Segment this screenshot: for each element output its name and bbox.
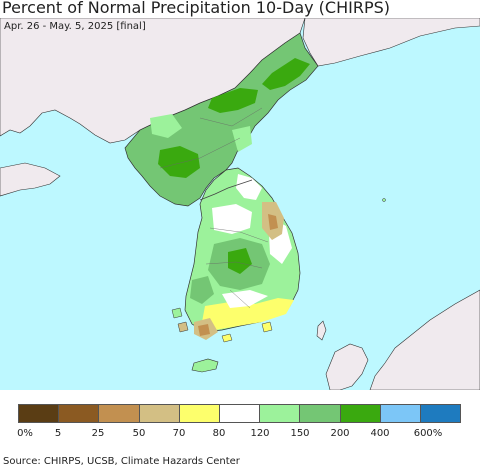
sk-very-wet-center	[228, 248, 252, 274]
legend-swatch-3	[139, 405, 180, 422]
japan-kyushu	[325, 343, 369, 390]
legend-swatch-0	[19, 405, 60, 422]
map-subtitle: Apr. 26 - May. 5, 2025 [final]	[4, 21, 146, 32]
precipitation-map	[0, 18, 480, 390]
sk-normal-south	[222, 290, 268, 308]
jeju-island	[191, 358, 219, 373]
sk-very-dry-east	[268, 214, 278, 230]
legend-label: 150	[290, 428, 310, 439]
legend-swatch-6	[260, 405, 301, 422]
legend-label: 400	[370, 428, 390, 439]
russia-landmass	[302, 18, 480, 67]
legend-swatch-10	[420, 405, 461, 422]
legend-label: 80	[212, 428, 226, 439]
legend-label: 25	[91, 428, 105, 439]
nk-patch-light	[150, 114, 182, 138]
nk-patch-light-2	[232, 126, 252, 152]
nk-patch-northeast	[262, 58, 310, 90]
sk-dry-south-coast	[202, 298, 294, 330]
legend-swatch-1	[59, 405, 100, 422]
legend-label: 600%	[413, 428, 443, 439]
tsushima-island	[316, 320, 327, 341]
map-title: Percent of Normal Precipitation 10-Day (…	[2, 0, 391, 17]
shandong-landmass	[0, 162, 61, 197]
legend-swatch-2	[99, 405, 140, 422]
legend-swatch-7	[300, 405, 341, 422]
legend-labels: 0% 5 25 50 70 80 120 150 200 400 600%	[0, 427, 480, 441]
nk-patch-west	[158, 146, 200, 178]
legend-label: 120	[250, 428, 270, 439]
sw-islands-2	[177, 321, 189, 333]
sk-normal-northeast	[236, 174, 262, 200]
legend-swatch-9	[380, 405, 421, 422]
nk-patch-north	[208, 88, 258, 113]
legend-swatch-8	[340, 405, 381, 422]
legend-label: 0%	[17, 428, 33, 439]
legend-swatch-4	[179, 405, 220, 422]
legend-label: 70	[172, 428, 186, 439]
legend-label: 5	[54, 428, 62, 439]
legend-label: 50	[132, 428, 146, 439]
dmz-boundary	[199, 179, 253, 201]
legend-colorbar	[18, 404, 461, 423]
sw-islands-4	[261, 321, 273, 333]
source-credit: Source: CHIRPS, UCSB, Climate Hazards Ce…	[3, 456, 240, 467]
province-lines	[159, 107, 269, 309]
japan-landmass	[369, 289, 480, 390]
sk-wet-southwest	[190, 276, 214, 304]
legend-swatch-5	[219, 405, 261, 422]
sw-islands-3	[221, 333, 233, 343]
ulleung-island	[382, 198, 386, 202]
sk-normal-center	[212, 204, 252, 234]
legend-label: 200	[330, 428, 350, 439]
sw-islands-1	[171, 307, 183, 319]
sk-very-dry-southwest	[198, 324, 210, 336]
